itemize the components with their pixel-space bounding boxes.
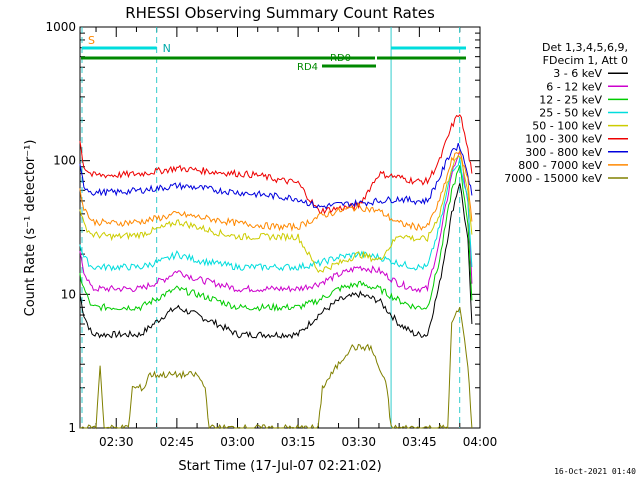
legend-entry-label: 800 - 7000 keV [518,159,602,172]
series-line-5 [79,154,473,273]
series-line-9 [79,307,473,430]
y-axis: 1 10 100 1000 [45,20,480,435]
legend-entry-label: 100 - 300 keV [525,133,602,146]
x-tick-label: 03:45 [402,435,437,449]
series-line-6 [79,114,473,215]
x-tick-label: 02:45 [160,435,195,449]
legend-entry-label: 25 - 50 keV [539,107,602,120]
legend-header-line: Det 1,3,4,5,6,9, [542,41,628,54]
chart-title: RHESSI Observing Summary Count Rates [125,4,435,22]
legend-entry-label: 7000 - 15000 keV [504,172,602,185]
series-line-2 [79,149,473,294]
y-tick-label: 1 [68,421,76,435]
y-tick-label: 10 [61,287,76,301]
series-line-7 [79,142,473,210]
saa-label: S [88,34,95,47]
y-axis-label: Count Rate (s⁻¹ detector⁻¹) [23,140,38,317]
footer-timestamp: 16-Oct-2021 01:40 [554,467,636,476]
series-line-8 [79,150,473,232]
legend: Det 1,3,4,5,6,9,FDecim 1, Att 03 - 6 keV… [504,41,628,185]
legend-entry-label: 12 - 25 keV [539,93,602,106]
legend-entry-label: 300 - 800 keV [525,146,602,159]
rd4-label: RD4 [297,62,318,73]
series-line-1 [79,183,473,340]
legend-entry-label: 50 - 100 keV [532,120,602,133]
series-line-3 [79,165,473,312]
x-axis-label: Start Time (17-Jul-07 02:21:02) [178,459,381,474]
series-layer [79,114,473,430]
observing-flags: N S RD0 RD4 [81,27,466,428]
x-tick-label: 03:15 [281,435,316,449]
x-tick-label: 04:00 [463,435,498,449]
night-label: N [163,42,171,55]
legend-entry-label: 6 - 12 keV [546,80,602,93]
x-axis: 02:30 02:45 03:00 03:15 03:30 03:45 04:00 [95,27,498,449]
x-tick-label: 02:30 [99,435,134,449]
series-line-4 [79,157,473,272]
rd0-label: RD0 [330,53,351,64]
legend-entry-label: 3 - 6 keV [553,67,602,80]
x-tick-label: 03:00 [220,435,255,449]
y-tick-label: 1000 [45,20,76,34]
y-tick-label: 100 [53,154,76,168]
legend-header-line: FDecim 1, Att 0 [543,54,628,67]
x-tick-label: 03:30 [341,435,376,449]
